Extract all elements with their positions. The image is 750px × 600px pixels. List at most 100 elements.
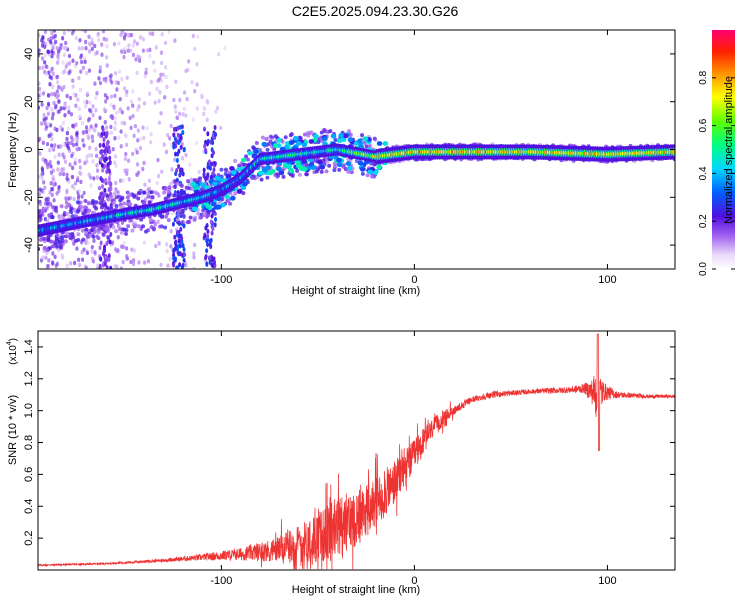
cloud-cell xyxy=(309,130,314,135)
noise-cell xyxy=(73,181,78,186)
cloud-cell xyxy=(254,140,259,145)
snr-exponent-close: ) xyxy=(8,338,19,341)
noise-cell xyxy=(199,93,204,98)
cloud-cell xyxy=(112,200,117,205)
noise-cell xyxy=(142,160,146,166)
cloud-cell xyxy=(103,202,108,207)
noise-cell xyxy=(130,247,134,252)
cloud-cell xyxy=(180,219,185,224)
cloud-cell xyxy=(327,163,332,168)
noise-cell xyxy=(164,74,168,80)
noise-cell xyxy=(91,112,95,118)
noise-cell xyxy=(54,263,58,268)
noise-cell xyxy=(100,42,104,47)
noise-cell xyxy=(81,120,85,126)
burst-cell xyxy=(105,169,109,175)
noise-cell xyxy=(53,126,57,131)
burst-cell xyxy=(206,233,210,239)
noise-cell xyxy=(56,167,60,172)
noise-cell xyxy=(124,142,129,147)
burst-cell xyxy=(178,251,182,257)
noise-cell xyxy=(49,201,53,207)
cloud-cell xyxy=(81,237,86,242)
noise-cell xyxy=(51,84,55,90)
noise-cell xyxy=(95,163,99,168)
cloud-cell xyxy=(119,205,124,210)
cloud-cell xyxy=(316,140,321,145)
cloud-cell xyxy=(343,166,348,171)
cloud-cell xyxy=(124,231,129,236)
cloud-cell xyxy=(304,172,309,177)
burst-cell xyxy=(172,141,176,147)
burst-cell xyxy=(107,256,111,262)
noise-cell xyxy=(80,59,84,65)
noise-cell xyxy=(168,181,172,187)
transition-cell xyxy=(362,136,369,142)
noise-cell xyxy=(103,93,108,98)
noise-cell xyxy=(87,153,91,158)
burst-cell xyxy=(179,167,183,173)
noise-cell xyxy=(184,113,188,118)
noise-cell xyxy=(38,105,41,110)
noise-cell xyxy=(50,49,54,54)
noise-cell xyxy=(80,249,84,255)
noise-cell xyxy=(192,255,196,260)
noise-cell xyxy=(41,91,46,96)
colorbar: 0.0 0.2 0.4 0.6 0.8 Normalized spectral ampl… xyxy=(698,30,735,276)
noise-cell xyxy=(132,39,137,44)
cloud-cell xyxy=(128,202,133,207)
noise-cell xyxy=(121,178,126,183)
cloud-cell xyxy=(241,191,246,196)
noise-cell xyxy=(157,241,161,246)
noise-cell xyxy=(92,176,96,181)
burst-cell xyxy=(104,145,108,151)
noise-cell xyxy=(166,263,170,268)
noise-cell xyxy=(43,53,47,58)
noise-cell xyxy=(46,111,50,116)
burst-cell xyxy=(210,230,214,236)
cloud-cell xyxy=(86,201,91,206)
cloud-cell xyxy=(83,205,88,210)
noise-cell xyxy=(137,260,141,265)
cloud-cell xyxy=(75,209,80,214)
noise-cell xyxy=(93,81,97,86)
noise-cell xyxy=(163,95,167,100)
cloud-cell xyxy=(281,174,286,179)
burst-cell xyxy=(102,142,106,148)
noise-cell xyxy=(38,151,42,156)
noise-cell xyxy=(166,133,170,138)
noise-cell xyxy=(68,162,72,167)
cloud-cell xyxy=(302,132,307,137)
cloud-cell xyxy=(146,191,151,196)
noise-cell xyxy=(87,68,92,73)
cloud-cell xyxy=(91,234,96,239)
transition-cell xyxy=(294,159,301,165)
noise-cell xyxy=(123,168,127,173)
noise-cell xyxy=(131,113,135,119)
spectrogram-y-ticks: -40 -20 0 20 40 xyxy=(23,48,675,253)
noise-cell xyxy=(65,93,69,99)
noise-cell xyxy=(136,107,140,113)
noise-cell xyxy=(109,124,113,130)
cloud-cell xyxy=(241,162,246,167)
burst-cell xyxy=(105,265,109,269)
colorbar-gradient xyxy=(712,30,735,269)
cloud-cell xyxy=(106,235,111,240)
noise-cell xyxy=(66,126,71,131)
transition-cell xyxy=(308,139,315,144)
cloud-cell xyxy=(111,225,116,230)
noise-cell xyxy=(116,235,120,240)
transition-cell xyxy=(367,169,374,175)
noise-cell xyxy=(38,97,41,103)
cloud-cell xyxy=(94,228,99,233)
noise-cell xyxy=(90,256,94,262)
cloud-cell xyxy=(38,247,41,252)
transition-cell xyxy=(242,181,248,187)
noise-cell xyxy=(95,153,99,159)
cloud-cell xyxy=(268,139,273,144)
noise-cell xyxy=(154,243,158,249)
snr-exponent-power: 4 xyxy=(6,341,13,345)
burst-cell xyxy=(212,256,216,262)
cloud-cell xyxy=(176,213,181,218)
noise-cell xyxy=(113,160,117,165)
